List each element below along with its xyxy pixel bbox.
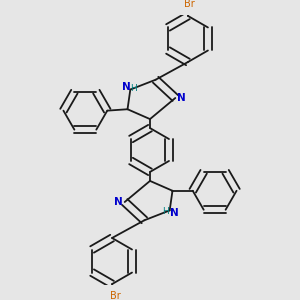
Text: H: H bbox=[130, 84, 136, 93]
Text: N: N bbox=[177, 93, 186, 103]
Text: Br: Br bbox=[110, 291, 121, 300]
Text: H: H bbox=[162, 207, 169, 216]
Text: Br: Br bbox=[184, 0, 195, 9]
Text: N: N bbox=[169, 208, 178, 218]
Text: N: N bbox=[114, 197, 123, 207]
Text: N: N bbox=[122, 82, 130, 92]
